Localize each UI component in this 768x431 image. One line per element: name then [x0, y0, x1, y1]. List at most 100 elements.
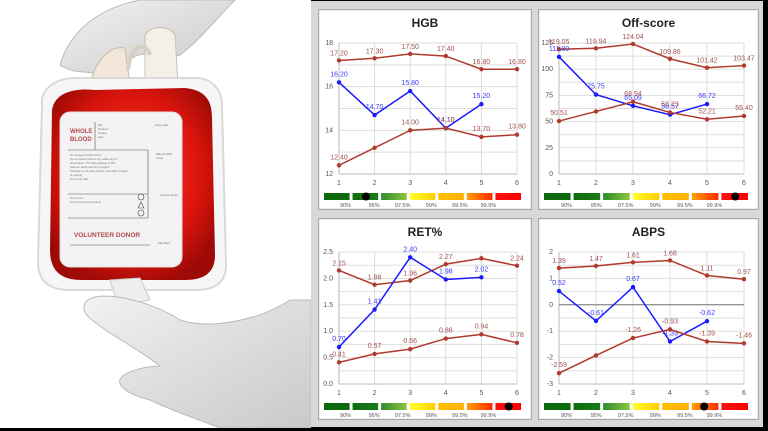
data-point[interactable]: [593, 353, 599, 358]
data-point[interactable]: [408, 128, 413, 133]
percentile-label: 90%: [340, 413, 351, 419]
data-point[interactable]: [372, 145, 377, 150]
data-label: 2.02: [475, 266, 489, 273]
data-point[interactable]: [372, 112, 377, 118]
data-point[interactable]: [479, 134, 484, 140]
percentile-label: 95%: [591, 413, 602, 419]
data-point[interactable]: [336, 58, 342, 63]
data-point[interactable]: [556, 370, 562, 376]
svg-text:of opening.: of opening.: [70, 173, 83, 177]
label-blood: BLOOD: [70, 137, 92, 143]
percentile-label: 99%: [650, 203, 661, 209]
data-point[interactable]: [479, 101, 484, 107]
data-point[interactable]: [630, 284, 636, 290]
data-point[interactable]: [336, 80, 342, 85]
data-label: 17.20: [330, 50, 348, 57]
data-label: -2.59: [551, 362, 567, 369]
chart-panel-abps: ABPS 1 2 3 4 5 6 -3 -2 -1 0 1 2 1.39 1.47 1.61 1.68 1.11…: [538, 218, 759, 420]
percentile-segment: [352, 403, 379, 410]
data-point[interactable]: [630, 99, 636, 104]
data-point[interactable]: [593, 92, 599, 97]
data-point[interactable]: [741, 276, 747, 282]
data-point[interactable]: [443, 336, 448, 341]
data-point[interactable]: [514, 67, 520, 72]
x-tick-label: 6: [515, 180, 519, 187]
data-point[interactable]: [667, 56, 673, 62]
data-point[interactable]: [443, 261, 448, 267]
data-point[interactable]: [704, 117, 710, 122]
data-point[interactable]: [667, 110, 673, 115]
x-tick-label: 5: [705, 180, 709, 187]
data-point[interactable]: [667, 327, 673, 332]
percentile-label: 95%: [369, 203, 380, 209]
data-label: 2.24: [510, 256, 524, 263]
data-label: 68.94: [624, 91, 642, 98]
data-point[interactable]: [556, 54, 562, 60]
data-point[interactable]: [630, 41, 636, 47]
data-point[interactable]: [336, 360, 342, 365]
data-point[interactable]: [667, 339, 673, 344]
data-point[interactable]: [514, 132, 520, 137]
data-point[interactable]: [667, 258, 673, 263]
data-point[interactable]: [514, 340, 520, 346]
data-point[interactable]: [630, 103, 636, 108]
svg-text:Group: Group: [156, 156, 164, 160]
data-point[interactable]: [593, 109, 599, 114]
svg-text:Number: Number: [98, 131, 107, 135]
percentile-segment: [381, 403, 407, 410]
data-label: 17.30: [366, 48, 384, 55]
line-chart: 1 2 3 4 5 6 -3 -2 -1 0 1 2 1.39 1.47 1.61 1.68 1.11 0.97 0…: [544, 249, 752, 419]
data-point[interactable]: [408, 346, 413, 352]
data-point[interactable]: [479, 332, 484, 337]
label-whole: WHOLE: [70, 129, 92, 135]
data-point[interactable]: [336, 163, 342, 168]
data-point[interactable]: [372, 351, 377, 357]
percentile-label: 99.5%: [452, 203, 468, 209]
data-point[interactable]: [443, 277, 448, 282]
data-label: 0.78: [510, 332, 524, 339]
data-point[interactable]: [408, 255, 413, 260]
data-point[interactable]: [479, 67, 484, 72]
data-point[interactable]: [556, 288, 562, 294]
data-point[interactable]: [593, 46, 599, 51]
data-label: 17.40: [437, 46, 455, 53]
data-label: 1.39: [552, 258, 566, 265]
data-point[interactable]: [372, 56, 377, 61]
chart-title: ABPS: [631, 225, 666, 239]
data-point[interactable]: [479, 275, 484, 280]
data-point[interactable]: [556, 47, 562, 52]
data-point[interactable]: [556, 118, 562, 124]
data-point[interactable]: [336, 344, 342, 350]
data-point[interactable]: [704, 273, 710, 278]
data-point[interactable]: [593, 263, 599, 269]
data-point[interactable]: [741, 63, 747, 68]
data-point[interactable]: [630, 335, 636, 341]
data-point[interactable]: [443, 53, 448, 59]
data-point[interactable]: [336, 268, 342, 273]
data-point[interactable]: [479, 256, 484, 261]
data-point[interactable]: [372, 307, 377, 312]
chart-panel-ret-percent: RET% 1 2 3 4 5 6 0.0 0.5 1.0 1.5 2.0 2.5 2.15 1.88 1.9…: [318, 218, 532, 420]
data-point[interactable]: [704, 65, 710, 70]
data-point[interactable]: [593, 318, 599, 324]
data-point[interactable]: [704, 339, 710, 344]
data-point[interactable]: [372, 282, 377, 287]
data-point[interactable]: [704, 318, 710, 324]
data-point[interactable]: [741, 341, 747, 346]
data-point[interactable]: [741, 113, 747, 119]
data-point[interactable]: [630, 260, 636, 265]
data-point[interactable]: [514, 263, 520, 268]
data-point[interactable]: [408, 51, 413, 57]
svg-text:For storage of whole blood.: For storage of whole blood.: [70, 153, 102, 157]
data-point[interactable]: [556, 265, 562, 271]
data-label: 1.88: [368, 275, 382, 282]
data-point[interactable]: [704, 101, 710, 107]
x-tick-label: 2: [373, 390, 377, 397]
x-tick-label: 1: [337, 180, 341, 187]
percentile-label: 99%: [650, 413, 661, 419]
percentile-label: 95%: [369, 413, 380, 419]
svg-text:deterioration. The fluid pathw: deterioration. The fluid pathways of thi…: [70, 161, 116, 165]
data-point[interactable]: [443, 125, 448, 131]
data-point[interactable]: [408, 278, 413, 283]
data-point[interactable]: [408, 88, 413, 94]
